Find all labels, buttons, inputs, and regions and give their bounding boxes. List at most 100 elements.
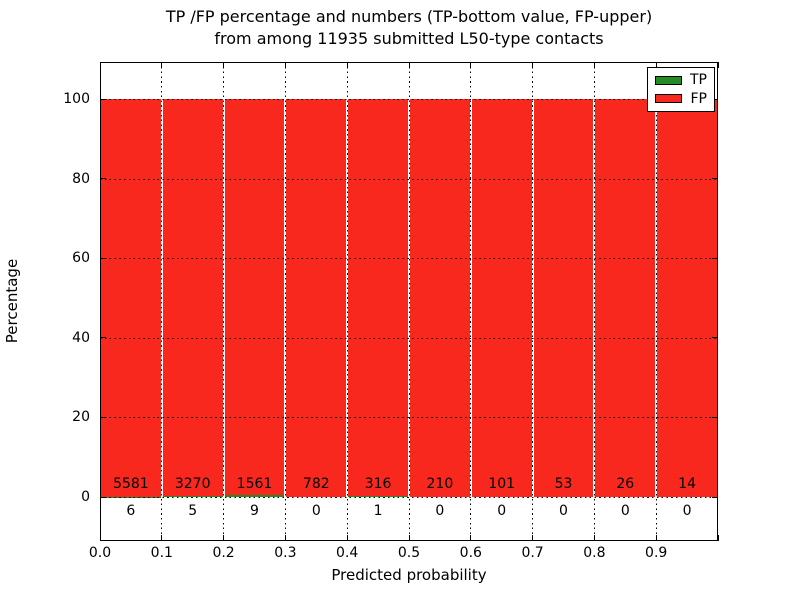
x-tick-mark	[223, 535, 225, 541]
x-tick-mark	[408, 535, 410, 541]
bar-segment-fp	[657, 99, 717, 497]
gridline-horizontal	[100, 497, 718, 498]
bar-segment-tp	[162, 496, 223, 497]
tp-count-label: 0	[620, 503, 630, 519]
gridline-vertical	[532, 62, 534, 541]
y-tick-label: 100	[63, 91, 90, 107]
x-tick-label: 0.0	[88, 545, 112, 561]
y-axis-label: Percentage	[3, 258, 21, 344]
tp-swatch	[655, 75, 682, 85]
y-tick-label: 40	[72, 329, 90, 346]
legend-label-fp: FP	[690, 90, 708, 107]
bar-segment-fp	[533, 99, 594, 497]
x-tick-label: 0.1	[150, 545, 173, 561]
y-tick-mark	[100, 98, 106, 100]
bar-segment-tp	[348, 495, 408, 497]
legend-entry-tp: TP	[655, 72, 707, 88]
x-tick-mark-top	[470, 62, 472, 68]
y-tick-mark-right	[712, 416, 718, 418]
x-tick-mark-top	[593, 62, 595, 68]
x-tick-mark-top	[99, 62, 101, 68]
x-tick-mark	[655, 535, 657, 541]
legend-label-tp: TP	[690, 72, 707, 89]
x-tick-label: 0.9	[645, 545, 668, 561]
gridline-vertical	[470, 62, 472, 541]
y-tick-mark-right	[712, 98, 718, 100]
tp-count-label: 5	[188, 503, 198, 519]
y-tick-label: 20	[72, 409, 90, 426]
x-tick-mark-top	[655, 62, 657, 68]
x-tick-mark-top	[717, 62, 719, 68]
x-tick-mark	[532, 535, 534, 541]
fp-count-label: 316	[364, 476, 392, 492]
y-tick-mark	[100, 257, 106, 259]
y-tick-label: 0	[81, 489, 90, 505]
bar-segment-fp	[471, 99, 532, 497]
x-tick-mark-top	[223, 62, 225, 68]
gridline-vertical	[408, 62, 410, 541]
gridline-horizontal	[100, 258, 718, 260]
gridline-horizontal	[100, 178, 718, 180]
legend: TP FP	[647, 67, 715, 112]
gridline-vertical	[593, 62, 595, 541]
legend-entry-fp: FP	[655, 91, 707, 107]
fp-count-label: 1561	[236, 476, 273, 492]
x-tick-mark	[470, 535, 472, 541]
x-tick-mark-top	[532, 62, 534, 68]
bar-segment-fp	[286, 99, 347, 497]
x-tick-mark-top	[408, 62, 410, 68]
gridline-horizontal	[100, 99, 718, 100]
x-tick-label: 0.4	[336, 545, 359, 561]
fp-count-label: 101	[488, 476, 516, 492]
x-tick-mark	[99, 535, 101, 541]
y-tick-label: 80	[72, 170, 90, 187]
bar-segment-fp	[101, 99, 161, 497]
tp-count-label: 6	[126, 503, 136, 519]
y-tick-mark-right	[712, 337, 718, 339]
x-tick-mark	[284, 535, 286, 541]
gridline-vertical	[161, 62, 163, 541]
y-tick-mark-right	[712, 496, 718, 498]
fp-count-label: 26	[616, 476, 635, 492]
x-axis-label: Predicted probability	[331, 566, 487, 584]
y-tick-mark	[100, 416, 106, 418]
tp-count-label: 0	[682, 503, 692, 519]
tp-count-label: 0	[435, 503, 445, 519]
bar-segment-fp	[224, 99, 285, 495]
x-tick-label: 0.6	[459, 545, 482, 561]
y-tick-label: 60	[72, 250, 90, 267]
fp-count-label: 210	[426, 476, 454, 492]
x-tick-label: 0.2	[212, 545, 235, 561]
gridline-vertical	[346, 62, 348, 541]
y-tick-mark-right	[712, 257, 718, 259]
x-tick-label: 0.8	[583, 545, 606, 561]
x-tick-mark-top	[161, 62, 163, 68]
x-tick-mark	[717, 535, 719, 541]
x-tick-label: 0.3	[274, 545, 297, 561]
y-tick-mark-right	[712, 178, 718, 180]
gridline-vertical	[284, 62, 286, 541]
bar-segment-fp	[410, 99, 470, 497]
tp-count-label: 0	[311, 503, 321, 519]
bar-segment-fp	[162, 99, 223, 497]
x-tick-mark-top	[284, 62, 286, 68]
bar-segment-tp	[224, 494, 285, 497]
x-tick-mark	[346, 535, 348, 541]
fp-count-label: 3270	[174, 476, 211, 492]
fp-count-label: 14	[678, 476, 696, 492]
x-tick-mark	[593, 535, 595, 541]
x-tick-mark-top	[346, 62, 348, 68]
x-tick-label: 0.7	[521, 545, 544, 561]
tp-count-label: 1	[373, 503, 383, 519]
fp-count-label: 5581	[113, 476, 149, 492]
chart-title-line2: from among 11935 submitted L50-type cont…	[214, 29, 604, 48]
gridline-vertical	[655, 62, 657, 541]
plot-area: TP FP 5581 6 3270 5 1561 9 782 0 316 1 210 0 101 0 53 0 2…	[99, 62, 719, 541]
chart-title: TP /FP percentage and numbers (TP-bottom…	[100, 6, 718, 50]
bar-segment-fp	[348, 99, 408, 496]
tp-count-label: 0	[497, 503, 507, 519]
bar-segment-fp	[595, 99, 656, 497]
y-tick-mark	[100, 178, 106, 180]
gridline-horizontal	[100, 417, 718, 419]
